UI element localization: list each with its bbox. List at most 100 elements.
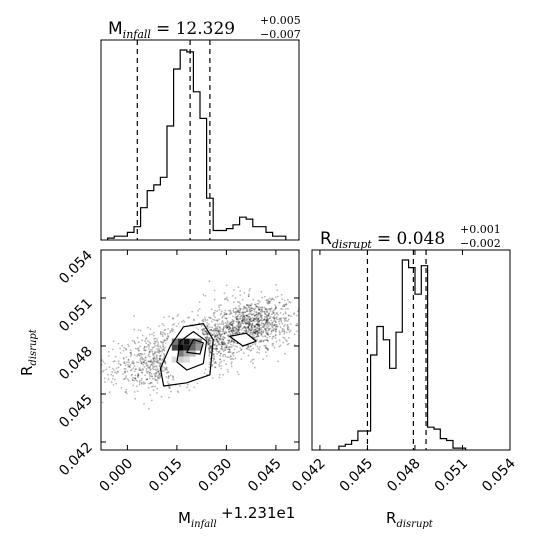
- scatter-point: [227, 328, 230, 331]
- scatter-point: [281, 298, 283, 301]
- scatter-point: [222, 348, 224, 351]
- scatter-point: [232, 340, 234, 343]
- scatter-point: [249, 310, 252, 313]
- scatter-point: [251, 343, 254, 346]
- scatter-point: [159, 354, 162, 357]
- scatter-point: [248, 306, 251, 309]
- scatter-point: [242, 322, 245, 325]
- scatter-point: [263, 310, 265, 313]
- scatter-point: [216, 339, 219, 342]
- scatter-point: [263, 324, 266, 327]
- scatter-point: [154, 368, 157, 371]
- scatter-point: [231, 357, 234, 360]
- scatter-point: [217, 343, 220, 345]
- scatter-point: [158, 325, 160, 327]
- scatter-point: [242, 315, 245, 318]
- scatter-point: [133, 354, 136, 356]
- scatter-point: [213, 358, 216, 360]
- scatter-point: [225, 312, 227, 315]
- scatter-point: [133, 370, 136, 373]
- scatter-point: [208, 337, 211, 340]
- scatter-point: [224, 332, 226, 335]
- scatter-point: [153, 342, 155, 345]
- scatter-point: [252, 331, 255, 334]
- scatter-point: [206, 319, 209, 321]
- scatter-point: [297, 310, 299, 313]
- scatter-point: [168, 375, 170, 378]
- scatter-point: [162, 345, 165, 348]
- scatter-point: [247, 295, 250, 298]
- scatter-point: [243, 329, 246, 332]
- r-disrupt-title-lower: −0.002: [460, 237, 501, 250]
- scatter-point: [230, 363, 233, 365]
- scatter-point: [236, 315, 239, 318]
- scatter-point: [212, 312, 215, 315]
- scatter-point: [159, 333, 162, 336]
- scatter-point: [248, 324, 251, 326]
- scatter-point: [267, 314, 270, 317]
- scatter-point: [246, 315, 249, 317]
- scatter-point: [256, 330, 259, 332]
- density-cell: [189, 344, 196, 351]
- scatter-point: [207, 327, 209, 329]
- scatter-point: [245, 328, 248, 330]
- scatter-point: [273, 319, 276, 322]
- scatter-point: [262, 340, 265, 343]
- scatter-point: [266, 323, 268, 325]
- scatter-point: [139, 369, 142, 371]
- scatter-point: [243, 319, 246, 321]
- scatter-point: [267, 315, 270, 318]
- scatter-point: [132, 384, 135, 387]
- scatter-point: [260, 318, 262, 321]
- scatter-point: [257, 318, 260, 320]
- scatter-point: [171, 324, 174, 326]
- scatter-point: [212, 329, 215, 332]
- scatter-point: [230, 321, 233, 324]
- scatter-point: [147, 340, 149, 343]
- scatter-point: [156, 348, 159, 350]
- scatter-point: [254, 337, 256, 339]
- scatter-point: [266, 311, 269, 314]
- scatter-point: [146, 364, 149, 366]
- scatter-point: [150, 361, 153, 363]
- scatter-point: [154, 345, 156, 347]
- scatter-point: [149, 377, 151, 380]
- scatter-point: [216, 334, 219, 337]
- scatter-point: [170, 329, 173, 332]
- scatter-point: [223, 313, 226, 316]
- scatter-point: [215, 348, 218, 350]
- scatter-point: [143, 347, 145, 350]
- scatter-point: [229, 346, 232, 349]
- scatter-point: [256, 317, 258, 320]
- scatter-point: [264, 323, 267, 326]
- scatter-point: [144, 356, 147, 358]
- scatter-point: [209, 345, 212, 348]
- r-disrupt-title-symbol: R: [320, 229, 332, 249]
- scatter-point: [274, 308, 276, 311]
- scatter-point: [269, 308, 272, 311]
- scatter-point: [148, 407, 150, 410]
- scatter-point: [213, 334, 216, 337]
- scatter-point: [247, 313, 250, 316]
- scatter-point: [216, 340, 219, 343]
- density-cell: [171, 338, 178, 345]
- scatter-point: [137, 361, 140, 364]
- scatter-point: [145, 345, 148, 348]
- scatter-point: [227, 346, 230, 349]
- scatter-point: [152, 389, 155, 392]
- scatter-point: [208, 338, 210, 341]
- scatter-point: [266, 333, 269, 336]
- scatter-point: [146, 378, 149, 381]
- scatter-point: [170, 390, 172, 393]
- scatter-point: [255, 314, 258, 316]
- scatter-point: [241, 320, 244, 323]
- m-infall-hist-step-line: [107, 49, 287, 240]
- scatter-point: [219, 343, 222, 346]
- scatter-point: [213, 311, 216, 314]
- scatter-point: [267, 302, 269, 305]
- scatter-point: [245, 314, 248, 317]
- scatter-point: [263, 318, 266, 321]
- scatter-point: [274, 307, 277, 310]
- scatter-point: [263, 306, 266, 308]
- scatter-point: [242, 326, 245, 329]
